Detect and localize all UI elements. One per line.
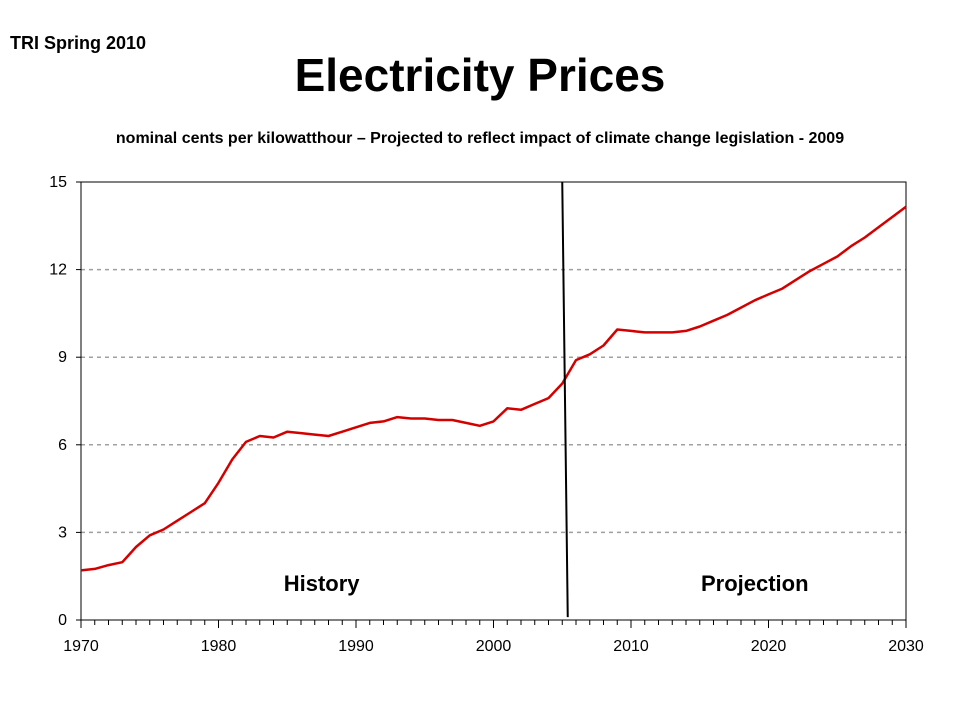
y-tick-label-15: 15 [49,174,67,191]
x-tick-label-2000: 2000 [476,638,512,655]
x-tick-label-2030: 2030 [888,638,924,655]
annotation-history: History [284,571,361,596]
y-tick-label-3: 3 [58,524,67,541]
history-projection-divider [561,181,569,618]
chart-title: Electricity Prices [294,49,666,101]
x-tick-label-1980: 1980 [201,638,237,655]
corner-label: TRI Spring 2010 [10,33,147,53]
x-tick-label-2020: 2020 [751,638,787,655]
plot-frame [80,181,907,621]
y-tick-label-0: 0 [58,612,67,629]
y-tick-label-12: 12 [49,262,67,279]
x-tick-label-1970: 1970 [63,638,99,655]
chart-subtitle: nominal cents per kilowatthour – Project… [115,130,845,147]
price-series-line [80,205,907,572]
y-tick-label-6: 6 [58,437,67,454]
x-tick-label-2010: 2010 [613,638,649,655]
y-tick-label-9: 9 [58,349,67,366]
annotation-projection: Projection [701,571,809,596]
x-tick-label-1990: 1990 [338,638,374,655]
